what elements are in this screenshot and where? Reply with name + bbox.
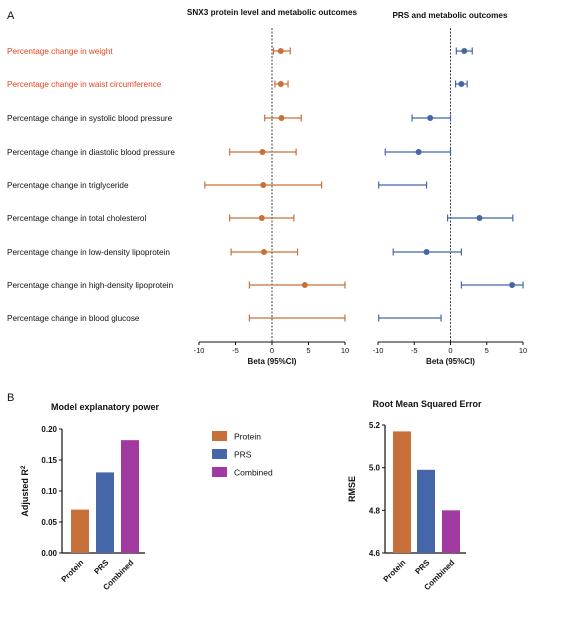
legend-swatch	[212, 467, 227, 477]
legend-swatch	[212, 449, 227, 459]
point-estimate	[259, 149, 266, 155]
y-axis-label: RMSE	[347, 476, 357, 502]
x-tick-label: -5	[232, 346, 239, 355]
y-tick-label: 0.15	[41, 456, 57, 465]
outcome-label: Percentage change in diastolic blood pre…	[7, 148, 175, 157]
outcome-label: Percentage change in systolic blood pres…	[7, 114, 173, 123]
bar	[121, 440, 139, 553]
y-tick-label: 0.00	[41, 549, 57, 558]
bar	[71, 509, 89, 553]
y-tick-label: 5.2	[369, 421, 381, 430]
point-estimate	[277, 48, 284, 54]
bar	[442, 510, 460, 553]
x-category-label: Protein	[60, 558, 86, 584]
point-estimate	[258, 215, 265, 221]
point-estimate	[278, 115, 285, 121]
panel-label-b: B	[7, 392, 15, 404]
outcome-label: Percentage change in low-density lipopro…	[7, 248, 170, 257]
legend-label: Combined	[234, 468, 273, 478]
x-category-label: PRS	[92, 558, 110, 576]
x-tick-label: 10	[519, 346, 527, 355]
x-tick-label: 0	[448, 346, 452, 355]
x-category-label: Protein	[382, 558, 408, 584]
y-axis-label: Adjusted R2	[20, 465, 30, 517]
outcome-label: Percentage change in triglyceride	[7, 181, 129, 190]
x-tick-label: -10	[373, 346, 384, 355]
outcome-label: Percentage change in waist circumference	[7, 80, 162, 89]
point-estimate	[277, 81, 284, 87]
bar-chart-title: Model explanatory power	[51, 402, 160, 412]
outcome-label: Percentage change in blood glucose	[7, 314, 140, 323]
outcome-label: Percentage change in total cholesterol	[7, 214, 146, 223]
forest-title: PRS and metabolic outcomes	[392, 11, 508, 20]
x-tick-label: 10	[341, 346, 349, 355]
point-estimate	[461, 48, 468, 54]
point-estimate	[260, 182, 267, 188]
y-tick-label: 5.0	[369, 464, 381, 473]
outcome-label: Percentage change in weight	[7, 47, 113, 56]
y-tick-label: 0.05	[41, 518, 57, 527]
point-estimate	[509, 282, 516, 288]
legend-label: PRS	[234, 450, 252, 460]
point-estimate	[415, 149, 422, 155]
x-tick-label: 5	[306, 346, 310, 355]
x-tick-label: -10	[194, 346, 205, 355]
x-tick-label: 0	[270, 346, 274, 355]
point-estimate	[301, 282, 308, 288]
bar-chart-title: Root Mean Squared Error	[372, 399, 482, 409]
point-estimate	[260, 249, 267, 255]
bar	[417, 469, 435, 553]
x-axis-label: Beta (95%CI)	[426, 357, 475, 366]
bar	[393, 431, 411, 553]
x-axis-label: Beta (95%CI)	[248, 357, 297, 366]
legend-label: Protein	[234, 432, 261, 442]
y-tick-label: 0.20	[41, 425, 57, 434]
x-tick-label: 5	[485, 346, 489, 355]
point-estimate	[423, 249, 430, 255]
outcome-label: Percentage change in high-density lipopr…	[7, 281, 174, 290]
point-estimate	[458, 81, 465, 87]
y-axis-label-superscript: 2	[20, 465, 27, 469]
y-tick-label: 0.10	[41, 487, 57, 496]
point-estimate	[476, 215, 483, 221]
x-tick-label: -5	[411, 346, 418, 355]
y-tick-label: 4.8	[369, 506, 381, 515]
x-category-label: PRS	[413, 558, 431, 576]
y-tick-label: 4.6	[369, 549, 381, 558]
bar	[96, 472, 114, 553]
panel-label-a: A	[7, 10, 15, 22]
legend-swatch	[212, 431, 227, 441]
forest-title: SNX3 protein level and metabolic outcome…	[187, 8, 358, 17]
point-estimate	[427, 115, 434, 121]
